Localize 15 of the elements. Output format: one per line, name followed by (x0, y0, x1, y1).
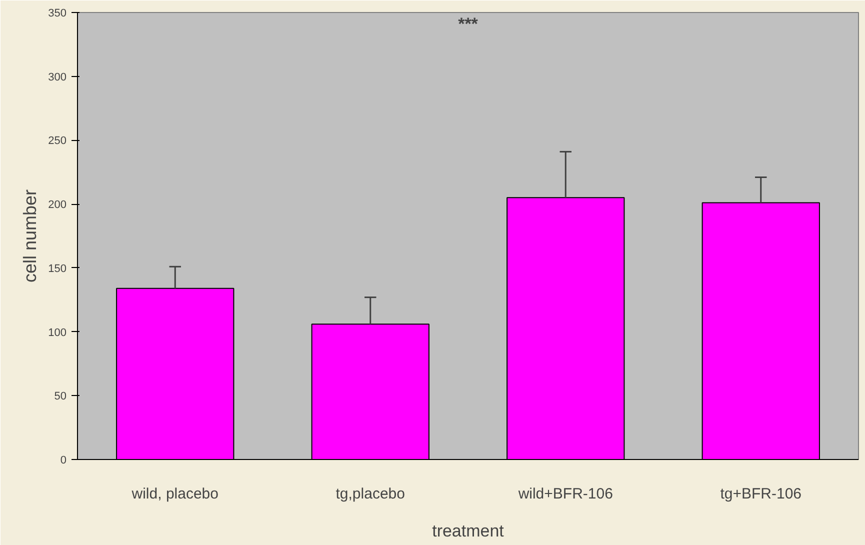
y-tick-label: 50 (54, 390, 67, 403)
annotation: *** (458, 14, 478, 34)
x-tick-label: tg,placebo (336, 486, 405, 502)
y-tick-label: 200 (48, 199, 67, 212)
y-tick-label: 100 (48, 326, 67, 339)
y-tick-label: 0 (60, 454, 67, 466)
y-tick-label: 150 (48, 262, 67, 275)
x-tick-label: wild+BFR-106 (517, 486, 613, 502)
x-axis-title: treatment (432, 522, 504, 540)
x-tick-label: tg+BFR-106 (720, 486, 802, 502)
y-axis-title: cell number (20, 189, 40, 283)
x-tick-label: wild, placebo (130, 486, 218, 502)
y-tick-label: 300 (48, 71, 67, 84)
y-tick-label: 250 (48, 135, 67, 148)
y-tick-label: 350 (48, 8, 67, 20)
